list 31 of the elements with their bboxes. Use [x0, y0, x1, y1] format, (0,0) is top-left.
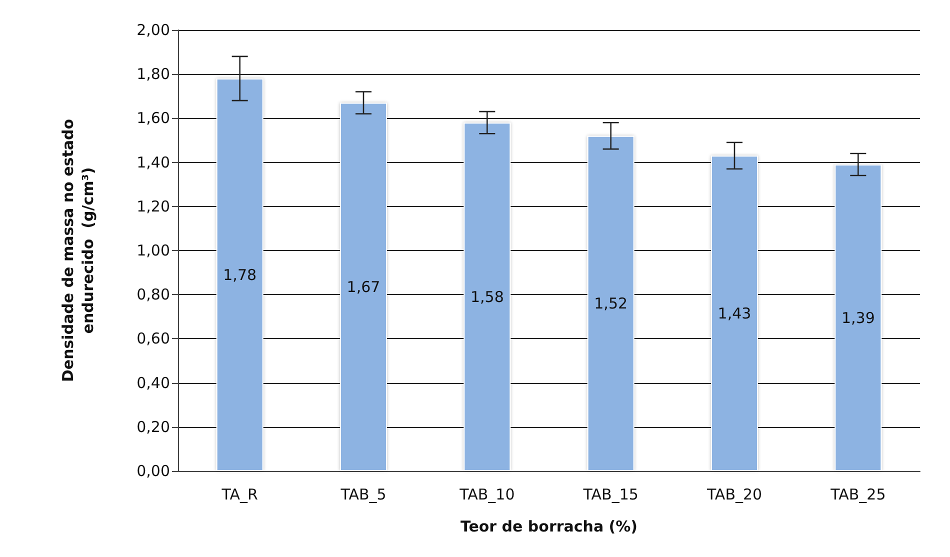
x-tick-label: TAB_10	[458, 486, 515, 504]
bar	[340, 102, 387, 471]
data-label: 1,52	[594, 294, 628, 312]
data-label: 1,39	[841, 308, 875, 327]
y-tick-label: 1,40	[136, 153, 170, 172]
y-tick-label: 1,20	[136, 197, 170, 216]
x-tick-label: TAB_25	[830, 486, 886, 504]
bar	[587, 136, 634, 471]
data-label: 1,43	[718, 304, 752, 322]
y-tick-label: 1,80	[136, 65, 170, 84]
data-label: 1,78	[223, 266, 257, 284]
y-tick-label: 0,20	[136, 418, 170, 436]
y-tick-label: 2,00	[136, 21, 170, 39]
x-tick-label: TAB_5	[340, 486, 386, 504]
y-tick-label: 1,60	[136, 109, 170, 128]
x-tick-label: TA_R	[220, 486, 258, 504]
y-tick-label: 1,00	[136, 242, 170, 260]
bar	[711, 156, 758, 471]
y-tick-label: 0,80	[136, 286, 170, 304]
bar	[464, 122, 511, 471]
y-tick-label: 0,00	[136, 462, 170, 480]
data-label: 1,58	[470, 288, 504, 306]
bar	[834, 164, 882, 471]
x-axis-title: Teor de borracha (%)	[460, 518, 638, 536]
y-tick-label: 0,60	[136, 330, 170, 348]
bar	[216, 78, 264, 471]
data-label: 1,67	[346, 278, 380, 296]
y-tick-label: 0,40	[136, 374, 170, 392]
x-tick-label: TAB_20	[706, 486, 762, 504]
y-axis-title: Densidade de massa no estado endurecido (g/cm³)	[59, 118, 97, 382]
x-tick-label: TAB_15	[582, 486, 638, 504]
